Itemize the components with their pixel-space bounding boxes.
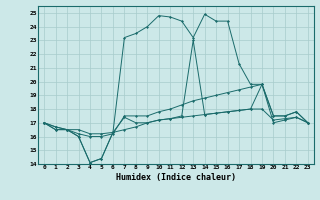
- X-axis label: Humidex (Indice chaleur): Humidex (Indice chaleur): [116, 173, 236, 182]
